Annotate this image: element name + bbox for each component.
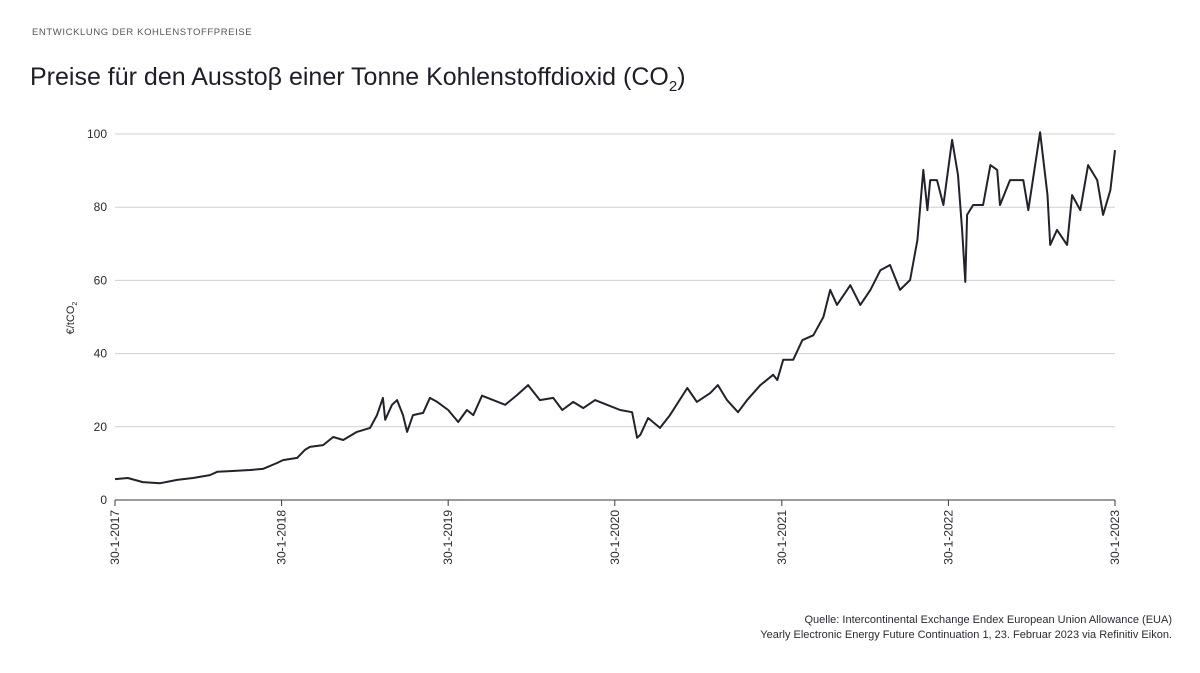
- x-tick-label: 30-1-2020: [608, 510, 622, 565]
- y-tick-label: 40: [94, 347, 108, 361]
- title-close: ): [677, 62, 686, 91]
- y-axis-label-main: €/tCO: [65, 305, 77, 334]
- x-tick-label: 30-1-2021: [775, 510, 789, 565]
- chart-kicker: ENTWICKLUNG DER KOHLENSTOFFPREISE: [32, 27, 253, 38]
- x-tick-labels: 30-1-2017 30-1-2018 30-1-2019 30-1-2020 30-1…: [108, 500, 1122, 565]
- y-tick-label: 80: [94, 200, 108, 214]
- series-line: [114, 131, 1116, 485]
- chart-title: Preise für den Ausstoβ einer Tonne Kohle…: [30, 63, 686, 95]
- y-tick-label: 100: [87, 127, 107, 141]
- y-tick-labels: 0 20 40 60 80 100: [87, 127, 107, 507]
- x-tick-label: 30-1-2018: [275, 510, 289, 565]
- y-axis-label: €/tCO2: [65, 302, 79, 335]
- y-tick-label: 20: [94, 420, 108, 434]
- y-tick-label: 0: [100, 493, 107, 507]
- source-line-1: Quelle: Intercontinental Exchange Endex …: [804, 614, 1172, 626]
- y-axis-label-sub: 2: [72, 302, 79, 306]
- series-group: [114, 131, 1116, 485]
- x-tick-label: 30-1-2022: [941, 510, 955, 565]
- source-note: Quelle: Intercontinental Exchange Endex …: [760, 613, 1172, 643]
- title-subscript: 2: [668, 77, 678, 95]
- x-tick-label: 30-1-2017: [108, 510, 122, 565]
- gridlines: [115, 133, 1115, 501]
- y-tick-label: 60: [94, 273, 108, 287]
- x-tick-label: 30-1-2019: [441, 510, 455, 565]
- source-line-2: Yearly Electronic Energy Future Continua…: [760, 629, 1172, 641]
- x-tick-label: 30-1-2023: [1108, 510, 1122, 565]
- title-text: Preise für den Ausstoβ einer Tonne Kohle…: [30, 62, 669, 91]
